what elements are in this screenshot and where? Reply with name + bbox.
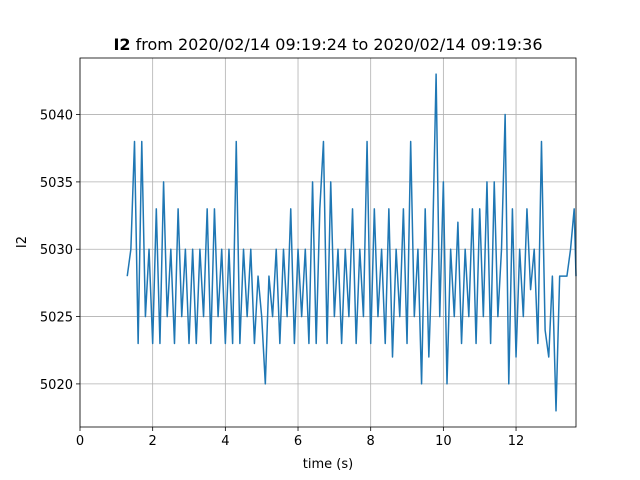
y-axis-label: I2 bbox=[15, 236, 30, 248]
x-tick-label: 4 bbox=[221, 434, 229, 449]
plot-frame bbox=[79, 57, 577, 428]
y-tick-label: 5040 bbox=[40, 109, 73, 124]
x-tick-label: 2 bbox=[149, 434, 157, 449]
y-tick-label: 5025 bbox=[40, 311, 73, 326]
y-tick-label: 5030 bbox=[40, 243, 73, 258]
x-tick-label: 12 bbox=[508, 434, 525, 449]
title-bold: I2 bbox=[113, 35, 130, 54]
x-tick-label: 0 bbox=[76, 434, 84, 449]
title-rest: from 2020/02/14 09:19:24 to 2020/02/14 0… bbox=[136, 35, 543, 54]
y-tick-label: 5035 bbox=[40, 176, 73, 191]
x-tick-label: 6 bbox=[294, 434, 302, 449]
x-tick-label: 8 bbox=[367, 434, 375, 449]
data-line bbox=[126, 73, 577, 412]
chart-title: I2 from 2020/02/14 09:19:24 to 2020/02/1… bbox=[113, 35, 542, 54]
y-tick-label: 5020 bbox=[40, 378, 73, 393]
x-axis-label: time (s) bbox=[303, 457, 353, 472]
x-tick-label: 10 bbox=[435, 434, 452, 449]
